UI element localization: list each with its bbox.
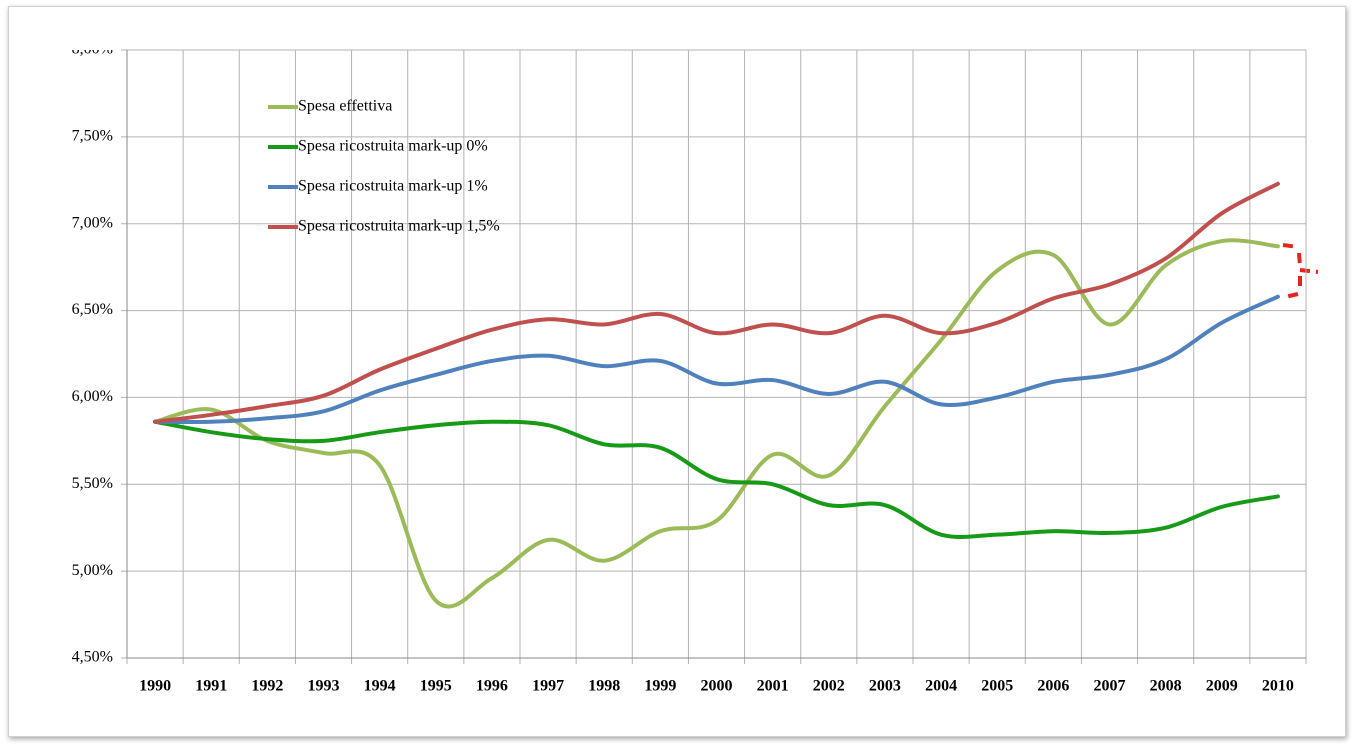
x-tick-label: 1996: [476, 678, 508, 695]
x-tick-label: 2001: [757, 678, 789, 695]
x-tick-label: 2010: [1262, 678, 1294, 695]
series-line: [153, 238, 1280, 609]
y-tick-label: 7,00%: [72, 214, 113, 231]
x-tick-label: 1998: [588, 678, 620, 695]
legend-label: Spesa ricostruita mark-up 0%: [298, 138, 488, 155]
x-tick-label: 2000: [701, 678, 733, 695]
x-tick-label: 2007: [1094, 678, 1126, 695]
x-tick-label: 2005: [981, 678, 1013, 695]
x-tick-label: 1997: [532, 678, 564, 695]
legend-label: Spesa ricostruita mark-up 1%: [298, 178, 488, 195]
y-tick-label: 7,50%: [72, 128, 113, 145]
x-tick-label: 2003: [869, 678, 901, 695]
series-line: [153, 419, 1280, 539]
legend-label: Spesa ricostruita mark-up 1,5%: [298, 218, 500, 235]
y-tick-label: 5,50%: [72, 475, 113, 492]
x-tick-label: 1999: [644, 678, 676, 695]
y-tick-labels: 4,50% 5,00% 5,50% 6,00% 6,50% 7,00% 7,50% 8,00%: [72, 41, 113, 666]
y-tick-label: 8,00%: [72, 41, 113, 58]
x-tick-label: 1990: [139, 678, 171, 695]
x-tick-label: 2008: [1150, 678, 1182, 695]
y-tick-label: 5,00%: [72, 562, 113, 579]
x-tick-label: 1993: [308, 678, 340, 695]
y-tick-label: 4,50%: [72, 649, 113, 666]
x-tick-label: 2006: [1037, 678, 1069, 695]
x-tick-label: 1995: [420, 678, 452, 695]
y-tick-label: 6,50%: [72, 301, 113, 318]
x-tick-label: 1992: [251, 678, 283, 695]
annotation-bracket: [1282, 243, 1319, 299]
series-line: [153, 181, 1280, 424]
x-tick-label: 1991: [195, 678, 227, 695]
legend-label: Spesa effettiva: [298, 98, 392, 115]
y-tick-label: 6,00%: [72, 388, 113, 405]
x-tick-label: 2009: [1206, 678, 1238, 695]
series-line: [153, 294, 1280, 425]
x-tick-label: 2002: [813, 678, 845, 695]
x-tick-label: 2004: [925, 678, 957, 695]
x-tick-label: 1994: [364, 678, 396, 695]
